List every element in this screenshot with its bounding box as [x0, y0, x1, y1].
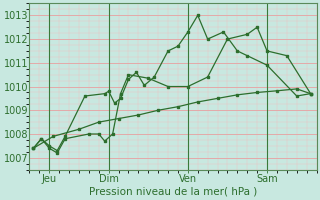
X-axis label: Pression niveau de la mer( hPa ): Pression niveau de la mer( hPa ) — [89, 187, 257, 197]
